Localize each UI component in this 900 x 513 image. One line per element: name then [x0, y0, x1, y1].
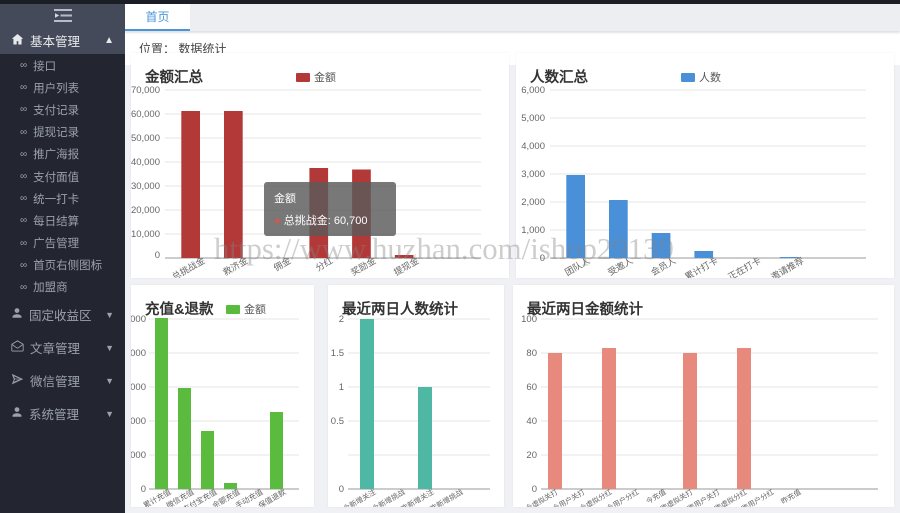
svg-text:0: 0	[155, 250, 160, 261]
svg-text:0: 0	[540, 253, 545, 264]
svg-text:1: 1	[339, 382, 344, 393]
svg-text:10,000: 10,000	[131, 229, 160, 240]
svg-text:50,000: 50,000	[131, 133, 160, 144]
svg-text:0.5: 0.5	[331, 416, 344, 427]
svg-text:5,000: 5,000	[521, 113, 545, 124]
svg-text:70,000: 70,000	[131, 85, 160, 96]
svg-text:1,000: 1,000	[521, 225, 545, 236]
svg-text:6,000: 6,000	[521, 85, 545, 96]
svg-text:0: 0	[339, 484, 344, 495]
svg-text:2,000: 2,000	[521, 197, 545, 208]
svg-text:4,000: 4,000	[521, 141, 545, 152]
svg-text:40: 40	[526, 416, 537, 427]
svg-text:000: 000	[131, 382, 146, 393]
svg-text:000: 000	[131, 348, 146, 359]
svg-text:20,000: 20,000	[131, 205, 160, 216]
svg-text:昨新增挑战: 昨新增挑战	[428, 487, 465, 507]
svg-text:0: 0	[141, 484, 146, 495]
svg-text:60: 60	[526, 382, 537, 393]
svg-text:佣金: 佣金	[271, 255, 292, 274]
svg-text:100: 100	[521, 314, 537, 325]
svg-text:000: 000	[131, 416, 146, 427]
svg-text:40,000: 40,000	[131, 157, 160, 168]
svg-text:20: 20	[526, 450, 537, 461]
svg-text:1.5: 1.5	[331, 348, 344, 359]
svg-text:30,000: 30,000	[131, 181, 160, 192]
svg-text:3,000: 3,000	[521, 169, 545, 180]
svg-text:000: 000	[131, 314, 146, 325]
svg-text:2: 2	[339, 314, 344, 325]
svg-text:000: 000	[131, 450, 146, 461]
svg-text:60,000: 60,000	[131, 109, 160, 120]
svg-text:0: 0	[532, 484, 537, 495]
svg-text:80: 80	[526, 348, 537, 359]
svg-text:昨充值: 昨充值	[779, 487, 802, 506]
